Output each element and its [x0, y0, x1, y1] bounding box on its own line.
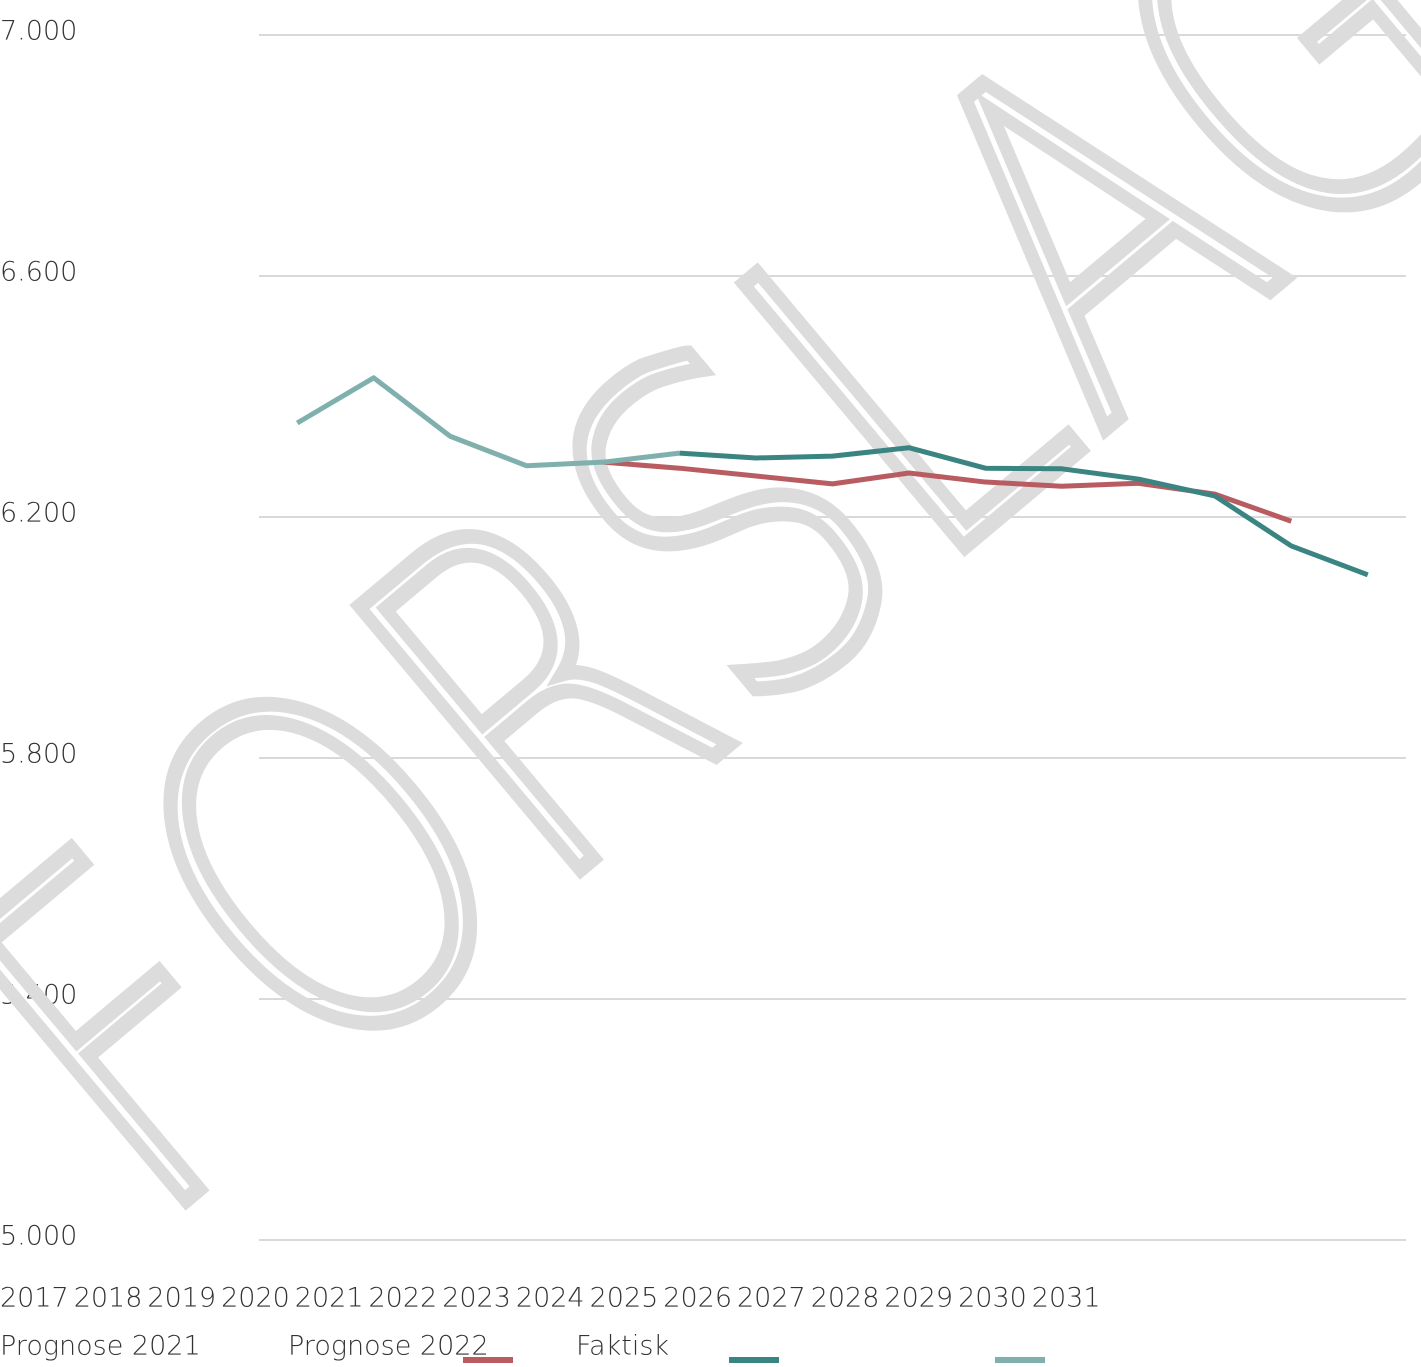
y-tick-label: 5.800	[0, 739, 77, 770]
x-tick-label: 2021	[295, 1283, 364, 1314]
x-tick-label: 2029	[884, 1283, 953, 1314]
y-tick-label: 6.600	[0, 257, 77, 288]
y-tick-label: 5.000	[0, 1221, 77, 1252]
x-tick-label: 2023	[442, 1283, 511, 1314]
y-tick-label: 6.200	[0, 498, 77, 529]
x-tick-label: 2022	[369, 1283, 438, 1314]
x-tick-label: 2028	[811, 1283, 880, 1314]
x-tick-label: 2017	[0, 1283, 69, 1314]
x-tick-label: 2024	[516, 1283, 585, 1314]
legend-label: Faktisk	[576, 1331, 669, 1362]
legend-label: Prognose 2021	[0, 1331, 201, 1362]
x-tick-label: 2027	[737, 1283, 806, 1314]
y-tick-label: 7.000	[0, 16, 77, 47]
x-tick-label: 2025	[590, 1283, 659, 1314]
x-tick-label: 2018	[74, 1283, 143, 1314]
y-tick-label: 5.400	[0, 980, 77, 1011]
x-tick-label: 2030	[958, 1283, 1027, 1314]
series-line	[295, 375, 680, 469]
series-line	[679, 445, 1369, 578]
watermark: FORSLAG	[0, 0, 1421, 1323]
legend-label: Prognose 2022	[288, 1331, 489, 1362]
x-tick-label: 2031	[1032, 1283, 1101, 1314]
x-tick-label: 2019	[147, 1283, 216, 1314]
x-tick-label: 2020	[221, 1283, 290, 1314]
x-tick-label: 2026	[663, 1283, 732, 1314]
